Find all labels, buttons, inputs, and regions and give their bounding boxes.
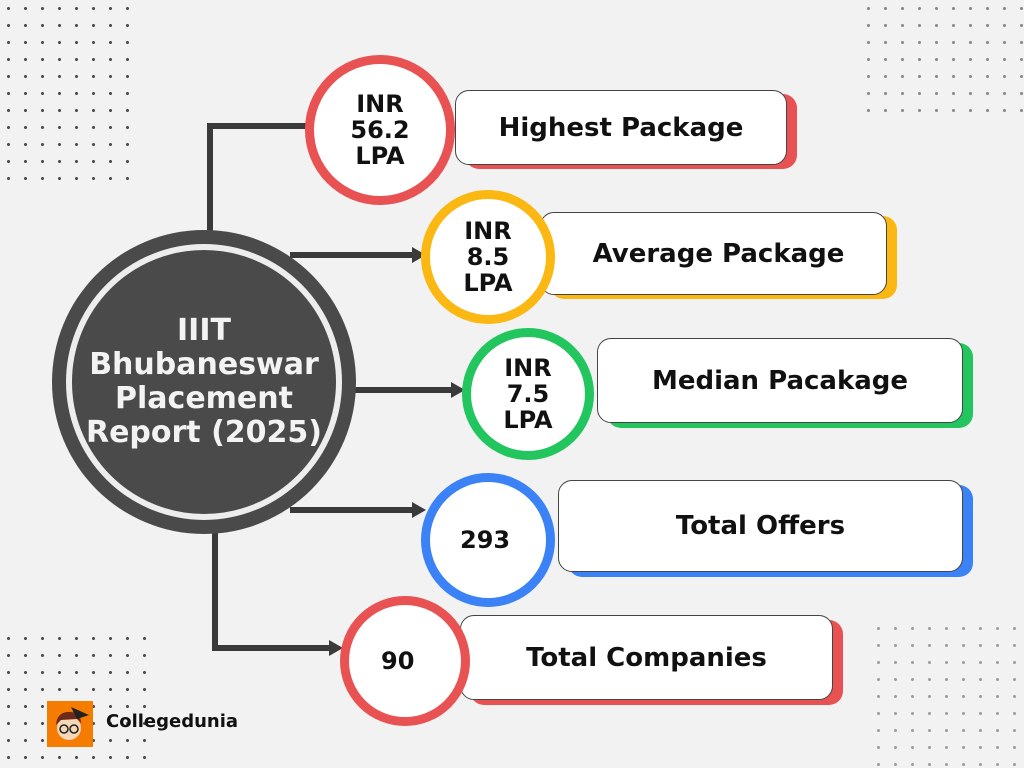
connector-5-vertical <box>212 530 218 651</box>
label-text: Median Pacakage <box>651 365 909 396</box>
label-box-companies: Total Companies <box>460 615 833 700</box>
arrow-icon <box>451 382 465 398</box>
label-text: Total Companies <box>526 642 767 673</box>
connector-3 <box>350 387 454 393</box>
value-text: INR 7.5 LPA <box>503 354 553 434</box>
value-text: INR 56.2 LPA <box>350 90 410 170</box>
label-box-average: Average Package <box>540 212 887 295</box>
value-text: 293 <box>460 526 511 554</box>
brand-name: Collegedunia <box>106 711 239 732</box>
connector-2 <box>290 252 414 258</box>
value-circle-offers: 293 <box>421 473 555 607</box>
decor-dots-bottom-right <box>870 620 1024 768</box>
arrow-icon <box>329 640 343 656</box>
connector-4 <box>290 507 414 513</box>
label-text: Total Offers <box>675 511 846 541</box>
connector-1-vertical <box>207 123 213 233</box>
decor-dots-top-left <box>0 0 140 190</box>
label-text: Average Package <box>592 238 845 269</box>
decor-dots-top-right <box>860 0 1024 120</box>
value-circle-highest: INR 56.2 LPA <box>305 55 455 205</box>
label-box-median: Median Pacakage <box>597 338 963 423</box>
value-circle-companies: 90 <box>340 596 470 726</box>
hub-title: IIIT Bhubaneswar Placement Report (2025) <box>85 313 323 450</box>
connector-1 <box>207 123 322 129</box>
label-box-highest: Highest Package <box>455 90 787 165</box>
collegedunia-logo <box>47 701 93 747</box>
label-text: Highest Package <box>498 112 744 143</box>
value-circle-median: INR 7.5 LPA <box>462 328 594 460</box>
arrow-icon <box>412 502 426 518</box>
value-circle-average: INR 8.5 LPA <box>421 190 555 324</box>
value-text: INR 8.5 LPA <box>463 217 513 297</box>
hub-circle: IIIT Bhubaneswar Placement Report (2025) <box>52 230 356 534</box>
connector-5 <box>212 645 332 651</box>
decor-dots-bottom-left <box>0 630 150 768</box>
label-box-offers: Total Offers <box>558 480 963 572</box>
value-text: 90 <box>381 647 415 675</box>
